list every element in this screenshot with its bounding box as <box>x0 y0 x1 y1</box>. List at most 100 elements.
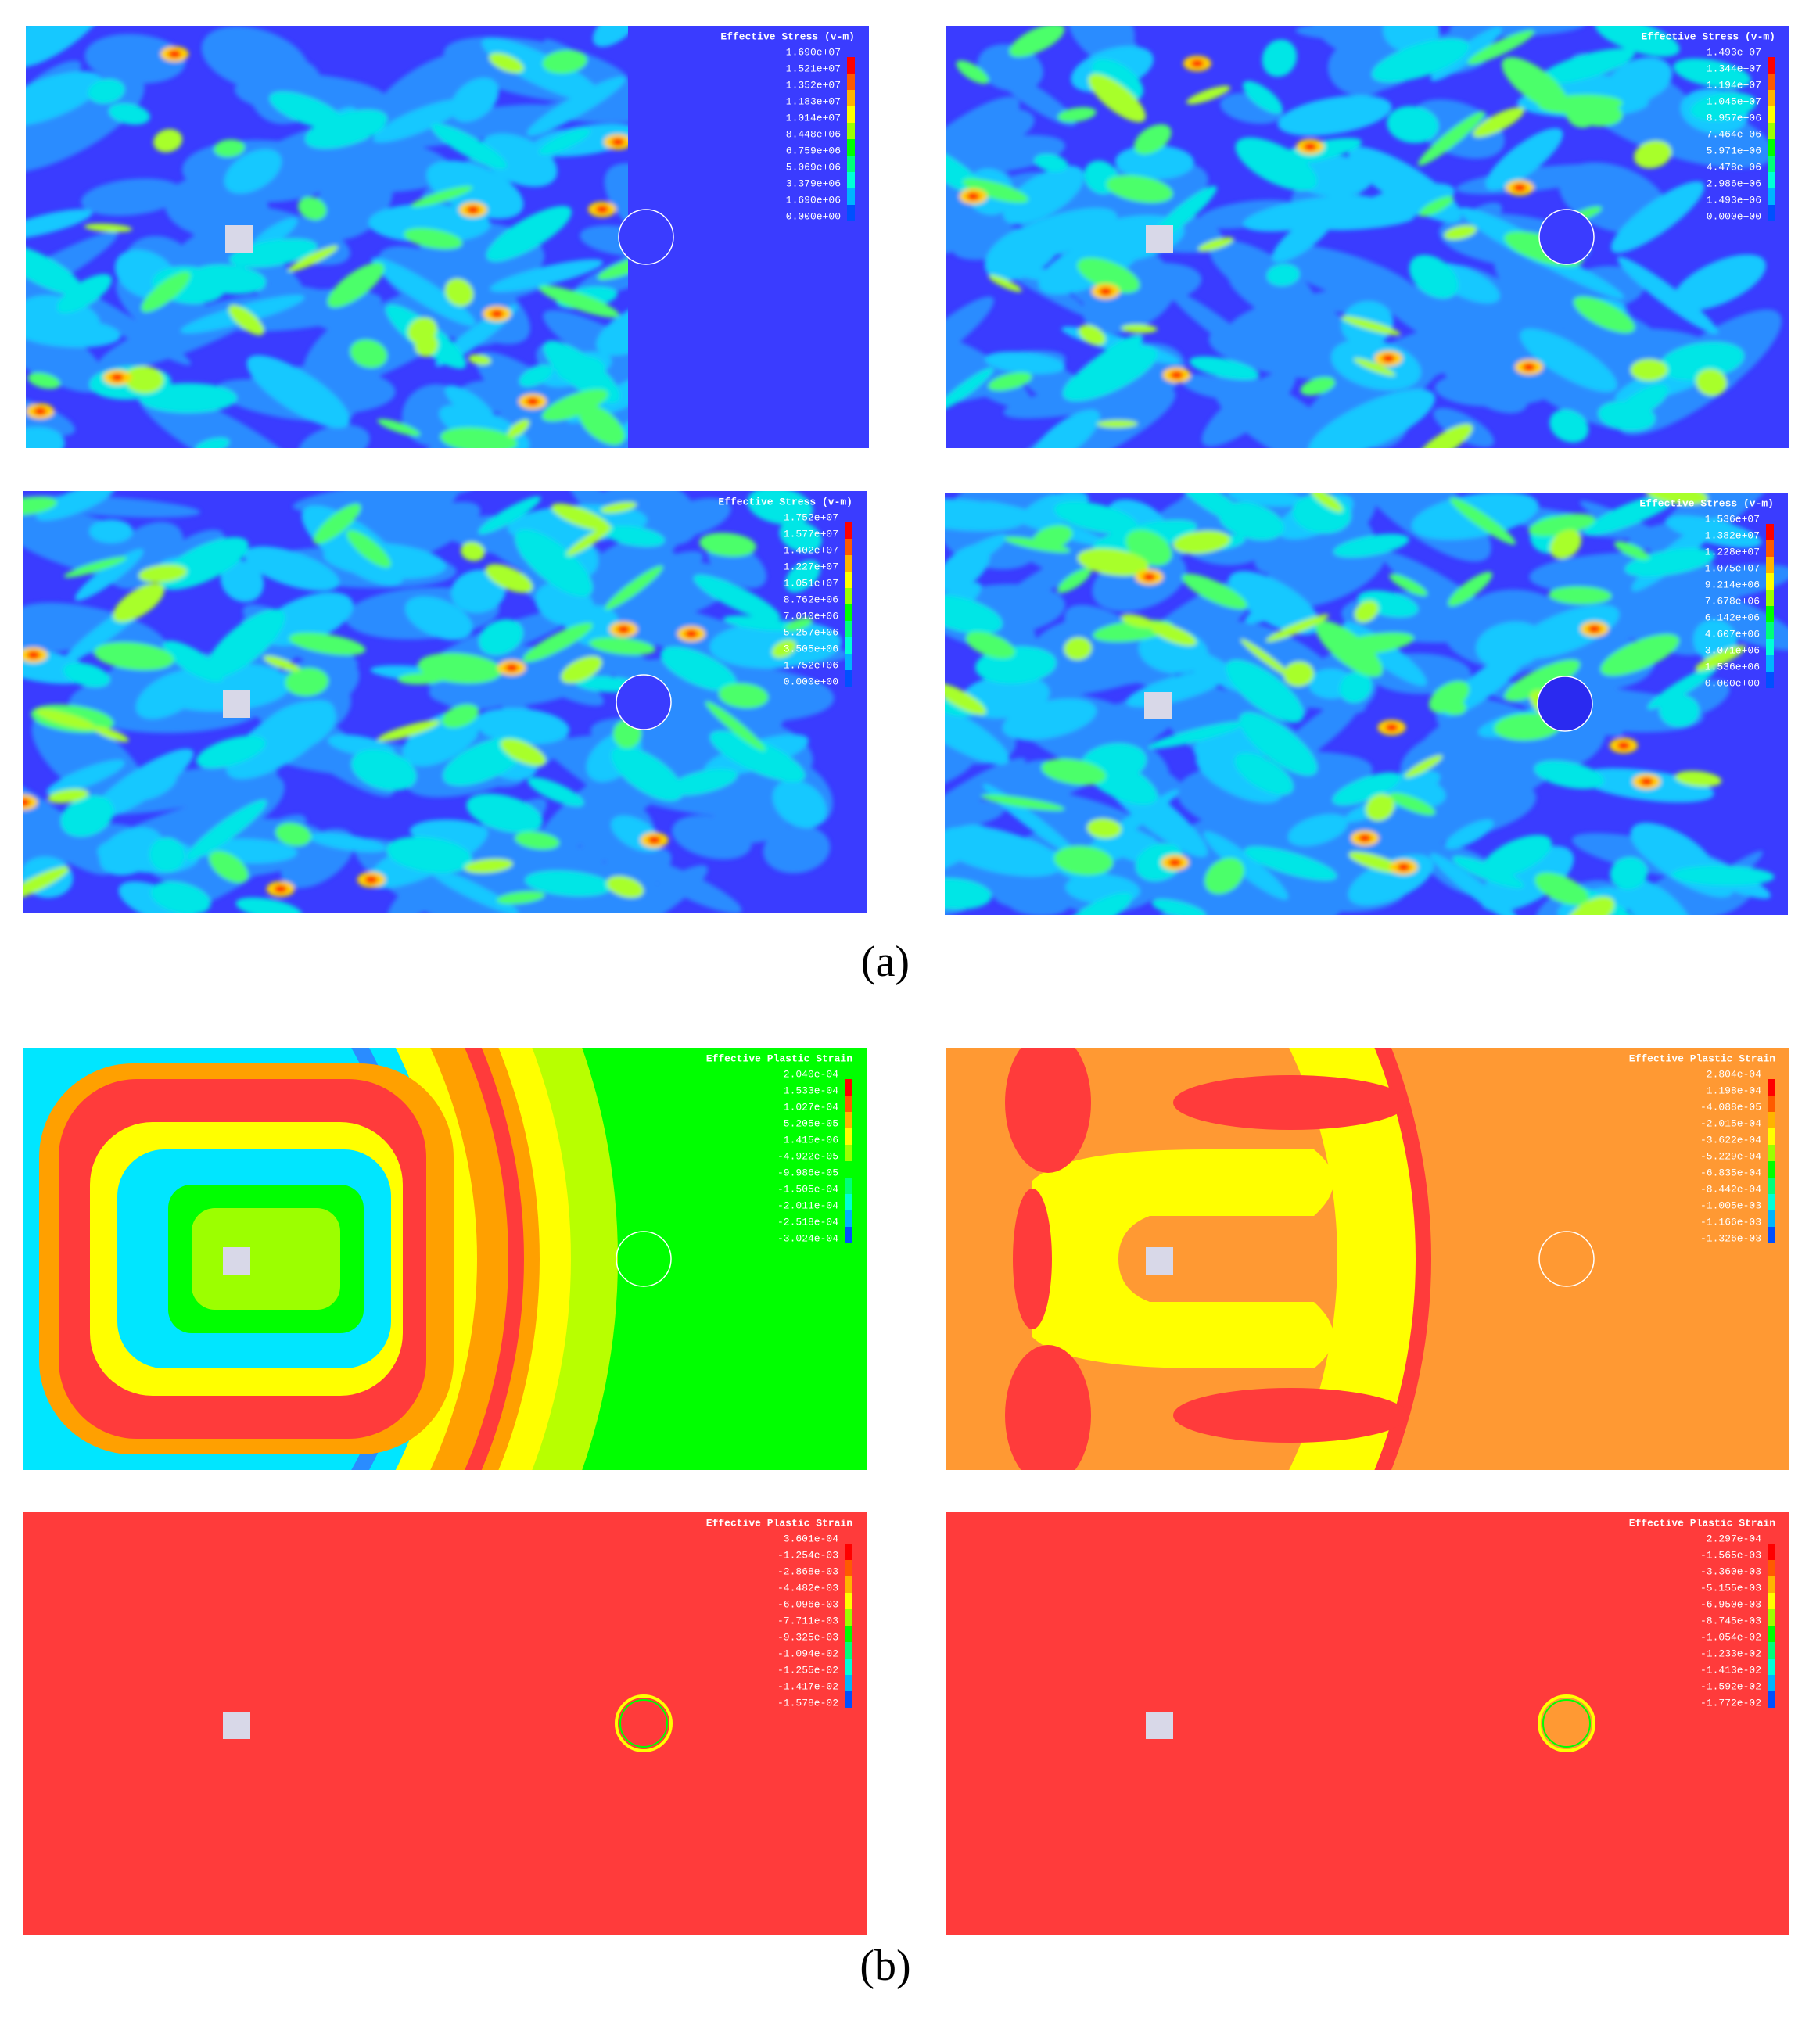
contour-blob <box>709 730 806 782</box>
legend-label: -1.254e-03 <box>777 1549 838 1561</box>
contour-blob <box>1502 56 1568 111</box>
contour-blob <box>515 831 560 850</box>
contour-blob <box>1671 866 1775 886</box>
hot-spot <box>1385 723 1398 732</box>
contour-blob <box>526 77 626 136</box>
colorbar-segment <box>845 1096 852 1112</box>
legend-label: -1.326e-03 <box>1700 1232 1761 1244</box>
colorbar-segment <box>845 1593 852 1609</box>
colorbar-segment <box>845 539 852 555</box>
contour-blob <box>205 608 285 679</box>
contour-blob <box>1091 59 1143 101</box>
contour-blob <box>1672 254 1766 311</box>
contour-blob <box>1610 181 1704 253</box>
contour-blob <box>1389 792 1436 816</box>
legend-label: 7.010e+06 <box>784 610 838 622</box>
contour-blob <box>26 209 92 239</box>
contour-blob <box>371 257 476 326</box>
hole-edge <box>1542 1699 1591 1748</box>
contour-blob <box>150 881 211 913</box>
colorbar-segment <box>847 172 855 188</box>
colorbar-segment <box>1768 106 1775 123</box>
contour-blob <box>153 129 183 152</box>
contour-blob <box>1573 296 1635 333</box>
contour-blob <box>89 519 133 543</box>
colorbar-segment <box>845 670 852 687</box>
legend-label: -3.622e-04 <box>1700 1134 1761 1146</box>
contour-blob <box>60 795 114 837</box>
strain-zone <box>1173 1075 1408 1130</box>
colorbar-segment <box>845 1560 852 1576</box>
colorbar-segment <box>1766 606 1774 622</box>
colorbar-segment <box>847 139 855 156</box>
legend-label: -1.233e-02 <box>1700 1648 1761 1659</box>
legend-label: -1.054e-02 <box>1700 1631 1761 1643</box>
contour-blob <box>397 672 445 685</box>
legend-label: 1.493e+07 <box>1707 46 1761 58</box>
contour-blob <box>669 769 738 796</box>
contour-blob <box>113 583 165 622</box>
contour-blob <box>1265 614 1330 642</box>
contour-blob <box>771 640 796 658</box>
colorbar-segment <box>1766 655 1774 672</box>
contour-blob <box>26 426 65 448</box>
contour-blob <box>1513 604 1620 659</box>
contour-blob <box>490 259 603 292</box>
hot-spot <box>34 407 47 415</box>
contour-blob <box>1106 174 1173 203</box>
contour-plot: Effective Stress (v-m) 1.493e+07 1.344e+07… <box>946 26 1789 448</box>
legend-label: 1.577e+07 <box>784 528 838 540</box>
contour-blob <box>1647 665 1718 709</box>
contour-blob <box>1674 770 1722 787</box>
contour-blob <box>556 356 605 383</box>
contour-blob <box>1480 845 1574 912</box>
contour-blob <box>1061 892 1132 915</box>
contour-blob <box>611 746 684 801</box>
legend-label: 1.415e-06 <box>784 1134 838 1146</box>
square-obstacle <box>223 1712 250 1739</box>
legend-label: 1.344e+07 <box>1707 63 1761 74</box>
contour-blob <box>84 34 186 84</box>
legend-title: Effective Stress (v-m) <box>1641 30 1775 42</box>
contour-blob <box>235 897 303 913</box>
legend-label: 1.027e-04 <box>784 1101 838 1113</box>
contour-blob <box>191 264 267 294</box>
contour-blob <box>224 149 282 194</box>
contour-blob <box>441 704 479 728</box>
contour-blob <box>605 565 663 610</box>
contour-blob <box>1405 755 1443 778</box>
circular-hole <box>1538 1694 1595 1752</box>
hot-spot <box>1617 741 1630 750</box>
contour-blob <box>1071 335 1143 393</box>
contour-blob <box>541 389 608 421</box>
colorbar-segment <box>845 1659 852 1675</box>
contour-blob <box>1448 572 1493 607</box>
hot-spot <box>466 206 479 214</box>
contour-blob <box>1600 633 1680 676</box>
colorbar-segment <box>1766 557 1774 573</box>
colorbar-segment <box>845 654 852 670</box>
contour-blob <box>1240 639 1292 678</box>
legend-label: 2.297e-04 <box>1707 1533 1761 1544</box>
contour-blob <box>1332 772 1401 805</box>
legend-label: 1.194e+07 <box>1707 79 1761 91</box>
contour-blob <box>1534 760 1604 789</box>
contour-blob <box>1481 834 1552 878</box>
circular-hole <box>1537 676 1593 732</box>
colorbar-segment <box>845 1691 852 1708</box>
contour-blob <box>672 815 752 860</box>
contour-plot: Effective Plastic Strain 2.040e-04 1.533e-… <box>23 1048 867 1470</box>
colorbar-segment <box>1768 1609 1775 1626</box>
contour-blob <box>723 615 792 631</box>
contour-blob <box>74 549 144 601</box>
hot-spot <box>1190 59 1204 68</box>
contour-blob <box>965 631 1015 659</box>
legend-title: Effective Stress (v-m) <box>1639 497 1774 509</box>
legend-title: Effective Plastic Strain <box>706 1517 852 1529</box>
contour-blob <box>377 720 440 741</box>
contour-blob <box>1417 424 1473 448</box>
contour-blob <box>1003 165 1085 224</box>
colorbar-segment <box>1768 1576 1775 1593</box>
colorbar-segment <box>845 1128 852 1145</box>
